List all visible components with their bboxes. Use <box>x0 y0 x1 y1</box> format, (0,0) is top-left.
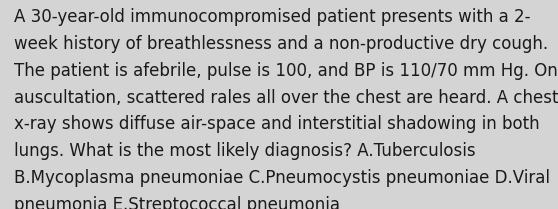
Text: auscultation, scattered rales all over the chest are heard. A chest: auscultation, scattered rales all over t… <box>14 89 558 107</box>
Text: week history of breathlessness and a non-productive dry cough.: week history of breathlessness and a non… <box>14 35 548 53</box>
Text: A 30-year-old immunocompromised patient presents with a 2-: A 30-year-old immunocompromised patient … <box>14 8 531 26</box>
Text: B.Mycoplasma pneumoniae C.Pneumocystis pneumoniae D.Viral: B.Mycoplasma pneumoniae C.Pneumocystis p… <box>14 169 550 187</box>
Text: lungs. What is the most likely diagnosis? A.Tuberculosis: lungs. What is the most likely diagnosis… <box>14 142 475 160</box>
Text: pneumonia E.Streptococcal pneumonia: pneumonia E.Streptococcal pneumonia <box>14 196 340 209</box>
Text: The patient is afebrile, pulse is 100, and BP is 110/70 mm Hg. On: The patient is afebrile, pulse is 100, a… <box>14 62 557 80</box>
Text: x-ray shows diffuse air-space and interstitial shadowing in both: x-ray shows diffuse air-space and inters… <box>14 115 540 133</box>
